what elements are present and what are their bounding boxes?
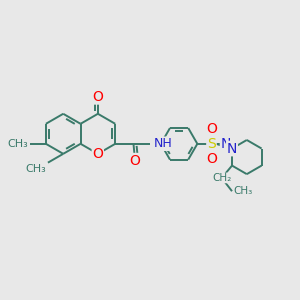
Text: NH: NH bbox=[154, 137, 173, 150]
Text: O: O bbox=[92, 90, 103, 104]
Text: CH₃: CH₃ bbox=[8, 139, 28, 149]
Text: O: O bbox=[92, 147, 103, 161]
Text: O: O bbox=[206, 122, 217, 136]
Text: O: O bbox=[206, 152, 217, 166]
Text: N: N bbox=[227, 142, 237, 155]
Text: O: O bbox=[92, 90, 103, 104]
Text: O: O bbox=[130, 154, 140, 168]
Text: NH: NH bbox=[154, 137, 173, 150]
Text: N: N bbox=[220, 137, 231, 151]
Text: N: N bbox=[227, 142, 237, 155]
Text: CH₂: CH₂ bbox=[212, 173, 231, 183]
Text: CH₃: CH₃ bbox=[26, 164, 46, 174]
Text: CH₃: CH₃ bbox=[8, 139, 28, 149]
Text: CH₃: CH₃ bbox=[233, 186, 253, 196]
Text: O: O bbox=[206, 122, 217, 136]
Text: O: O bbox=[130, 154, 140, 168]
Text: S: S bbox=[207, 137, 216, 151]
Text: S: S bbox=[207, 137, 216, 151]
Text: CH₃: CH₃ bbox=[26, 164, 46, 174]
Text: O: O bbox=[206, 152, 217, 166]
Text: O: O bbox=[92, 147, 103, 161]
